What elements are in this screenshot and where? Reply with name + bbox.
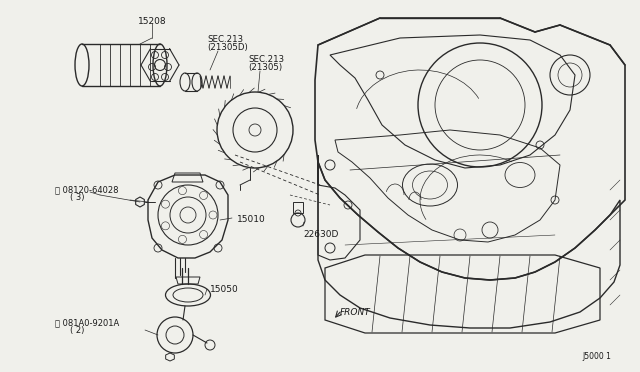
Text: 15050: 15050 [210,285,239,294]
Text: (21305): (21305) [248,63,282,72]
Text: ( 2): ( 2) [70,326,84,335]
Text: ( 3): ( 3) [70,193,84,202]
Text: Ⓑ 08120-64028: Ⓑ 08120-64028 [55,185,118,194]
Text: SEC.213: SEC.213 [248,55,284,64]
Text: 15010: 15010 [237,215,266,224]
Text: Ⓑ 081A0-9201A: Ⓑ 081A0-9201A [55,318,119,327]
Text: 15208: 15208 [138,17,166,26]
Text: SEC.213: SEC.213 [207,35,243,44]
Text: FRONT: FRONT [340,308,371,317]
Text: 22630D: 22630D [303,230,339,239]
Text: J5000 1: J5000 1 [582,352,611,361]
Text: (21305D): (21305D) [207,43,248,52]
